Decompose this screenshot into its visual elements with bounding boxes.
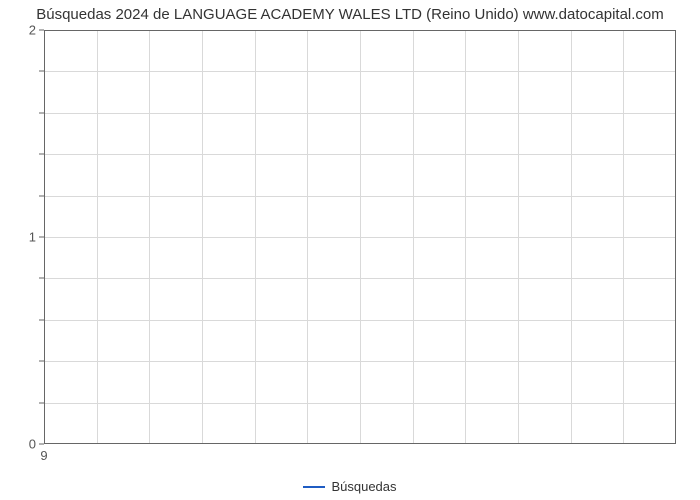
- y-minor-tick: [39, 319, 44, 320]
- legend: Búsquedas: [0, 478, 700, 494]
- x-tick-label: 9: [40, 448, 47, 463]
- y-minor-tick: [39, 30, 44, 31]
- gridline-horizontal: [44, 113, 676, 114]
- y-minor-tick: [39, 361, 44, 362]
- gridline-horizontal: [44, 196, 676, 197]
- y-minor-tick: [39, 71, 44, 72]
- legend-swatch: [303, 486, 325, 488]
- y-minor-tick: [39, 278, 44, 279]
- y-minor-tick: [39, 444, 44, 445]
- legend-label: Búsquedas: [331, 479, 396, 494]
- y-tick-label: 1: [29, 230, 36, 245]
- gridline-horizontal: [44, 361, 676, 362]
- y-tick-label: 2: [29, 23, 36, 38]
- y-minor-tick: [39, 112, 44, 113]
- y-minor-tick: [39, 237, 44, 238]
- chart-title: Búsquedas 2024 de LANGUAGE ACADEMY WALES…: [0, 6, 700, 23]
- chart-container: Búsquedas 2024 de LANGUAGE ACADEMY WALES…: [0, 0, 700, 500]
- y-minor-tick: [39, 154, 44, 155]
- gridline-horizontal: [44, 237, 676, 238]
- y-tick-label: 0: [29, 437, 36, 452]
- gridline-horizontal: [44, 320, 676, 321]
- gridline-horizontal: [44, 154, 676, 155]
- gridline-horizontal: [44, 278, 676, 279]
- y-minor-tick: [39, 402, 44, 403]
- gridline-horizontal: [44, 403, 676, 404]
- gridline-horizontal: [44, 71, 676, 72]
- plot-area: 0129: [44, 30, 676, 444]
- y-minor-tick: [39, 195, 44, 196]
